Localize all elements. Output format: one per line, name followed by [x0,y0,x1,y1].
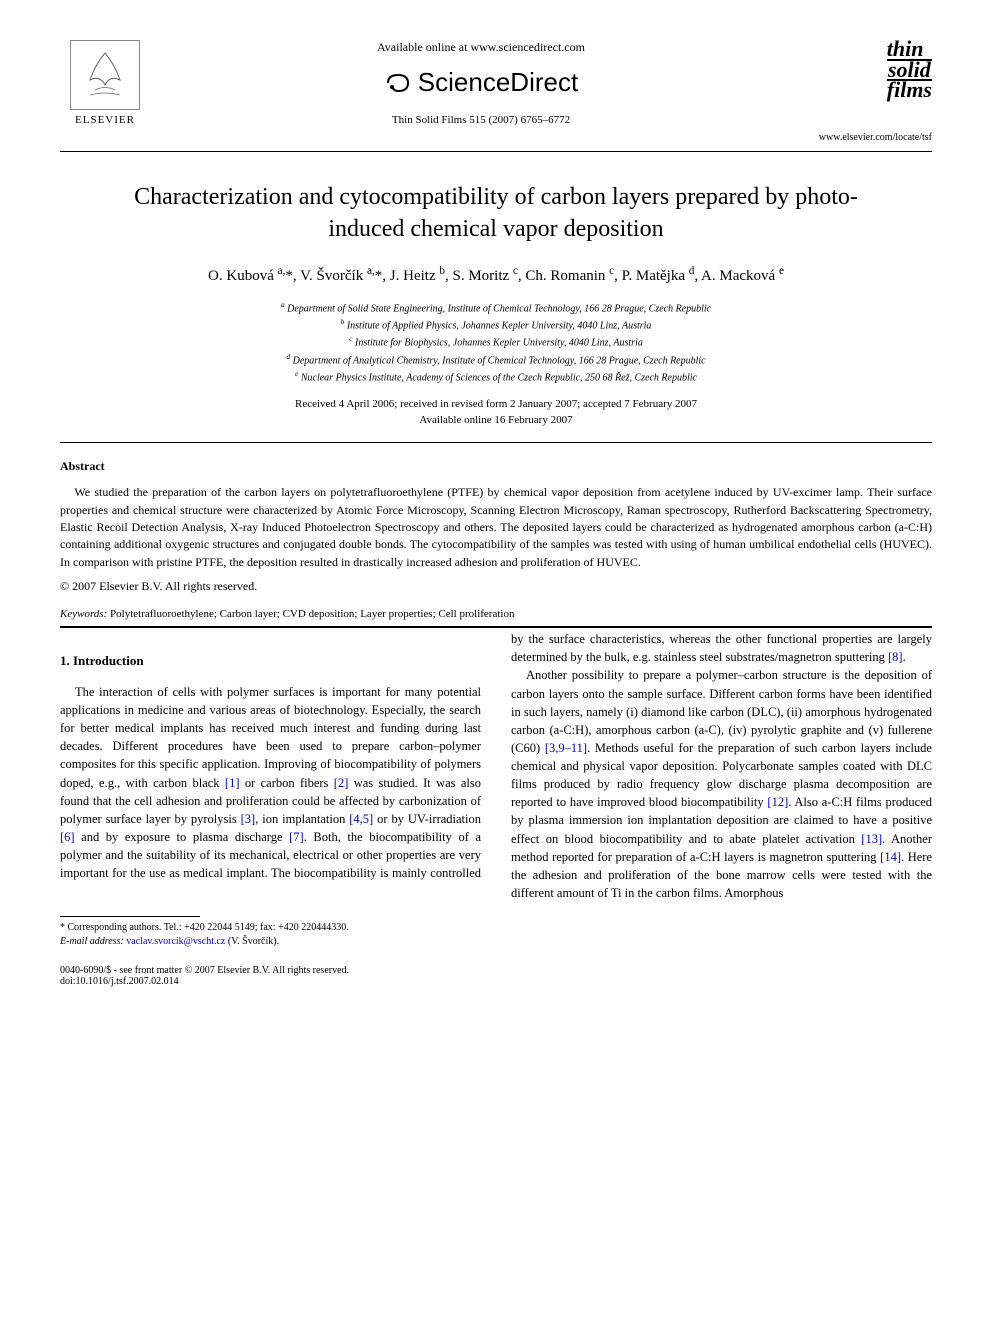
footnote-separator [60,916,200,917]
affiliations: a Department of Solid State Engineering,… [60,299,932,386]
dates-online: Available online 16 February 2007 [60,413,932,428]
dates-received: Received 4 April 2006; received in revis… [60,397,932,412]
ref-link[interactable]: [2] [334,776,349,790]
divider [60,442,932,443]
divider-thick [60,626,932,628]
footnote-line1: * Corresponding authors. Tel.: +420 2204… [60,921,932,935]
abstract-copyright: © 2007 Elsevier B.V. All rights reserved… [60,579,932,594]
elsevier-logo: ELSEVIER [60,40,150,126]
ref-link[interactable]: [4,5] [349,812,373,826]
keywords: Keywords: Polytetrafluoroethylene; Carbo… [60,608,932,620]
ref-link[interactable]: [3] [241,812,256,826]
ref-link[interactable]: [7] [289,830,304,844]
affiliation-d: d Department of Analytical Chemistry, In… [60,351,932,368]
header: ELSEVIER Available online at www.science… [60,40,932,143]
footnote-line2: E-mail address: vaclav.svorcik@vscht.cz … [60,935,932,949]
footer-doi: doi:10.1016/j.tsf.2007.02.014 [60,976,349,987]
center-header: Available online at www.sciencedirect.co… [150,40,812,126]
ref-link[interactable]: [8] [888,650,903,664]
sciencedirect-text: ScienceDirect [418,67,578,98]
affiliation-e: e Nuclear Physics Institute, Academy of … [60,368,932,385]
elsevier-tree-icon [70,40,140,110]
article-dates: Received 4 April 2006; received in revis… [60,397,932,428]
tsf-line3: films [887,81,932,100]
footer-left: 0040-6090/$ - see front matter © 2007 El… [60,965,349,987]
ref-link[interactable]: [3,9–11] [545,741,587,755]
journal-url[interactable]: www.elsevier.com/locate/tsf [812,132,932,143]
abstract-heading: Abstract [60,459,932,474]
divider [60,151,932,152]
authors: O. Kubová a,*, V. Švorčík a,*, J. Heitz … [60,265,932,285]
ref-link[interactable]: [12] [767,795,788,809]
page-footer: 0040-6090/$ - see front matter © 2007 El… [60,965,932,987]
ref-link[interactable]: [1] [225,776,240,790]
journal-logo: thin solid films www.elsevier.com/locate… [812,40,932,143]
sciencedirect-logo: ScienceDirect [150,67,812,98]
email-link[interactable]: vaclav.svorcik@vscht.cz [126,936,225,947]
affiliation-b: b Institute of Applied Physics, Johannes… [60,316,932,333]
sciencedirect-icon [384,69,412,97]
journal-reference: Thin Solid Films 515 (2007) 6765–6772 [150,114,812,126]
body-columns: 1. Introduction The interaction of cells… [60,630,932,902]
corresponding-footnote: * Corresponding authors. Tel.: +420 2204… [60,921,932,949]
footer-issn: 0040-6090/$ - see front matter © 2007 El… [60,965,349,976]
tsf-line1: thin [887,40,932,59]
affiliation-c: c Institute for Biophysics, Johannes Kep… [60,333,932,350]
ref-link[interactable]: [6] [60,830,75,844]
elsevier-label: ELSEVIER [75,114,135,126]
available-online-text: Available online at www.sciencedirect.co… [150,40,812,55]
abstract-body: We studied the preparation of the carbon… [60,484,932,571]
affiliation-a: a Department of Solid State Engineering,… [60,299,932,316]
keywords-text: Polytetrafluoroethylene; Carbon layer; C… [110,608,514,620]
ref-link[interactable]: [14] [880,850,901,864]
ref-link[interactable]: [13] [861,832,882,846]
intro-paragraph-2: Another possibility to prepare a polymer… [511,666,932,902]
tsf-graphic: thin solid films [887,40,932,100]
intro-heading: 1. Introduction [60,652,481,671]
article-title: Characterization and cytocompatibility o… [100,182,892,244]
keywords-label: Keywords: [60,608,107,620]
